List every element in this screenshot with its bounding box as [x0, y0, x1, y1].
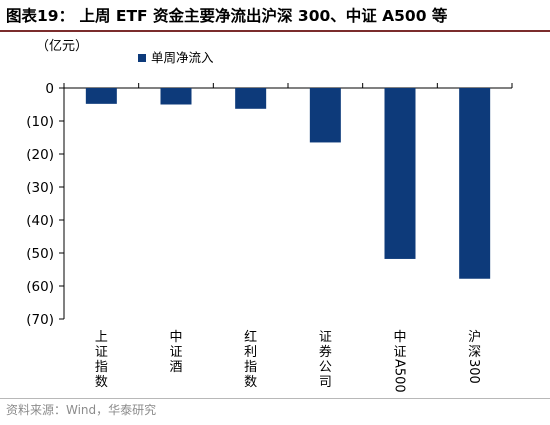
- source-note: 资料来源：Wind，华泰研究: [6, 403, 157, 417]
- svg-text:数: 数: [95, 375, 108, 390]
- legend-label: 单周净流入: [151, 50, 214, 65]
- x-category-label: 中证酒: [169, 330, 182, 375]
- svg-text:证: 证: [319, 330, 332, 345]
- svg-text:利: 利: [244, 345, 257, 360]
- legend-swatch: [138, 54, 146, 62]
- svg-text:证: 证: [95, 345, 108, 360]
- svg-text:A500: A500: [392, 359, 407, 393]
- y-tick-label: (40): [26, 213, 54, 229]
- svg-text:券: 券: [319, 344, 332, 360]
- bar: [235, 88, 267, 109]
- y-tick-label: (10): [26, 114, 54, 130]
- svg-text:证: 证: [393, 345, 406, 360]
- svg-text:指: 指: [244, 360, 257, 375]
- bar: [459, 88, 491, 279]
- svg-text:指: 指: [95, 360, 108, 375]
- svg-text:深: 深: [468, 345, 481, 360]
- bar: [309, 88, 341, 143]
- title-divider: [0, 30, 550, 32]
- y-tick-label: 0: [45, 81, 54, 97]
- figure-title: 图表19： 上周 ETF 资金主要净流出沪深 300、中证 A500 等: [6, 7, 448, 25]
- y-tick-label: (50): [26, 246, 54, 262]
- y-tick-label: (30): [26, 180, 54, 196]
- bar: [160, 88, 192, 105]
- y-axis-unit-label: （亿元）: [36, 39, 89, 54]
- y-tick-label: (60): [26, 279, 54, 295]
- svg-text:数: 数: [244, 375, 257, 390]
- svg-text:中: 中: [393, 330, 406, 345]
- bar-chart: 0(10)(20)(30)(40)(50)(60)(70)上证指数中证酒红利指数…: [26, 50, 513, 393]
- svg-text:上: 上: [95, 330, 108, 345]
- svg-text:公: 公: [319, 360, 332, 375]
- svg-text:300: 300: [466, 359, 481, 384]
- bar: [384, 88, 416, 259]
- y-tick-label: (70): [26, 312, 54, 328]
- svg-text:证: 证: [169, 345, 182, 360]
- svg-text:酒: 酒: [169, 360, 182, 375]
- svg-text:中: 中: [169, 330, 182, 345]
- source-divider: [0, 398, 550, 399]
- svg-text:司: 司: [319, 375, 332, 390]
- bar: [85, 88, 117, 104]
- y-tick-label: (20): [26, 147, 54, 163]
- svg-text:红: 红: [244, 329, 257, 345]
- svg-text:沪: 沪: [468, 329, 481, 345]
